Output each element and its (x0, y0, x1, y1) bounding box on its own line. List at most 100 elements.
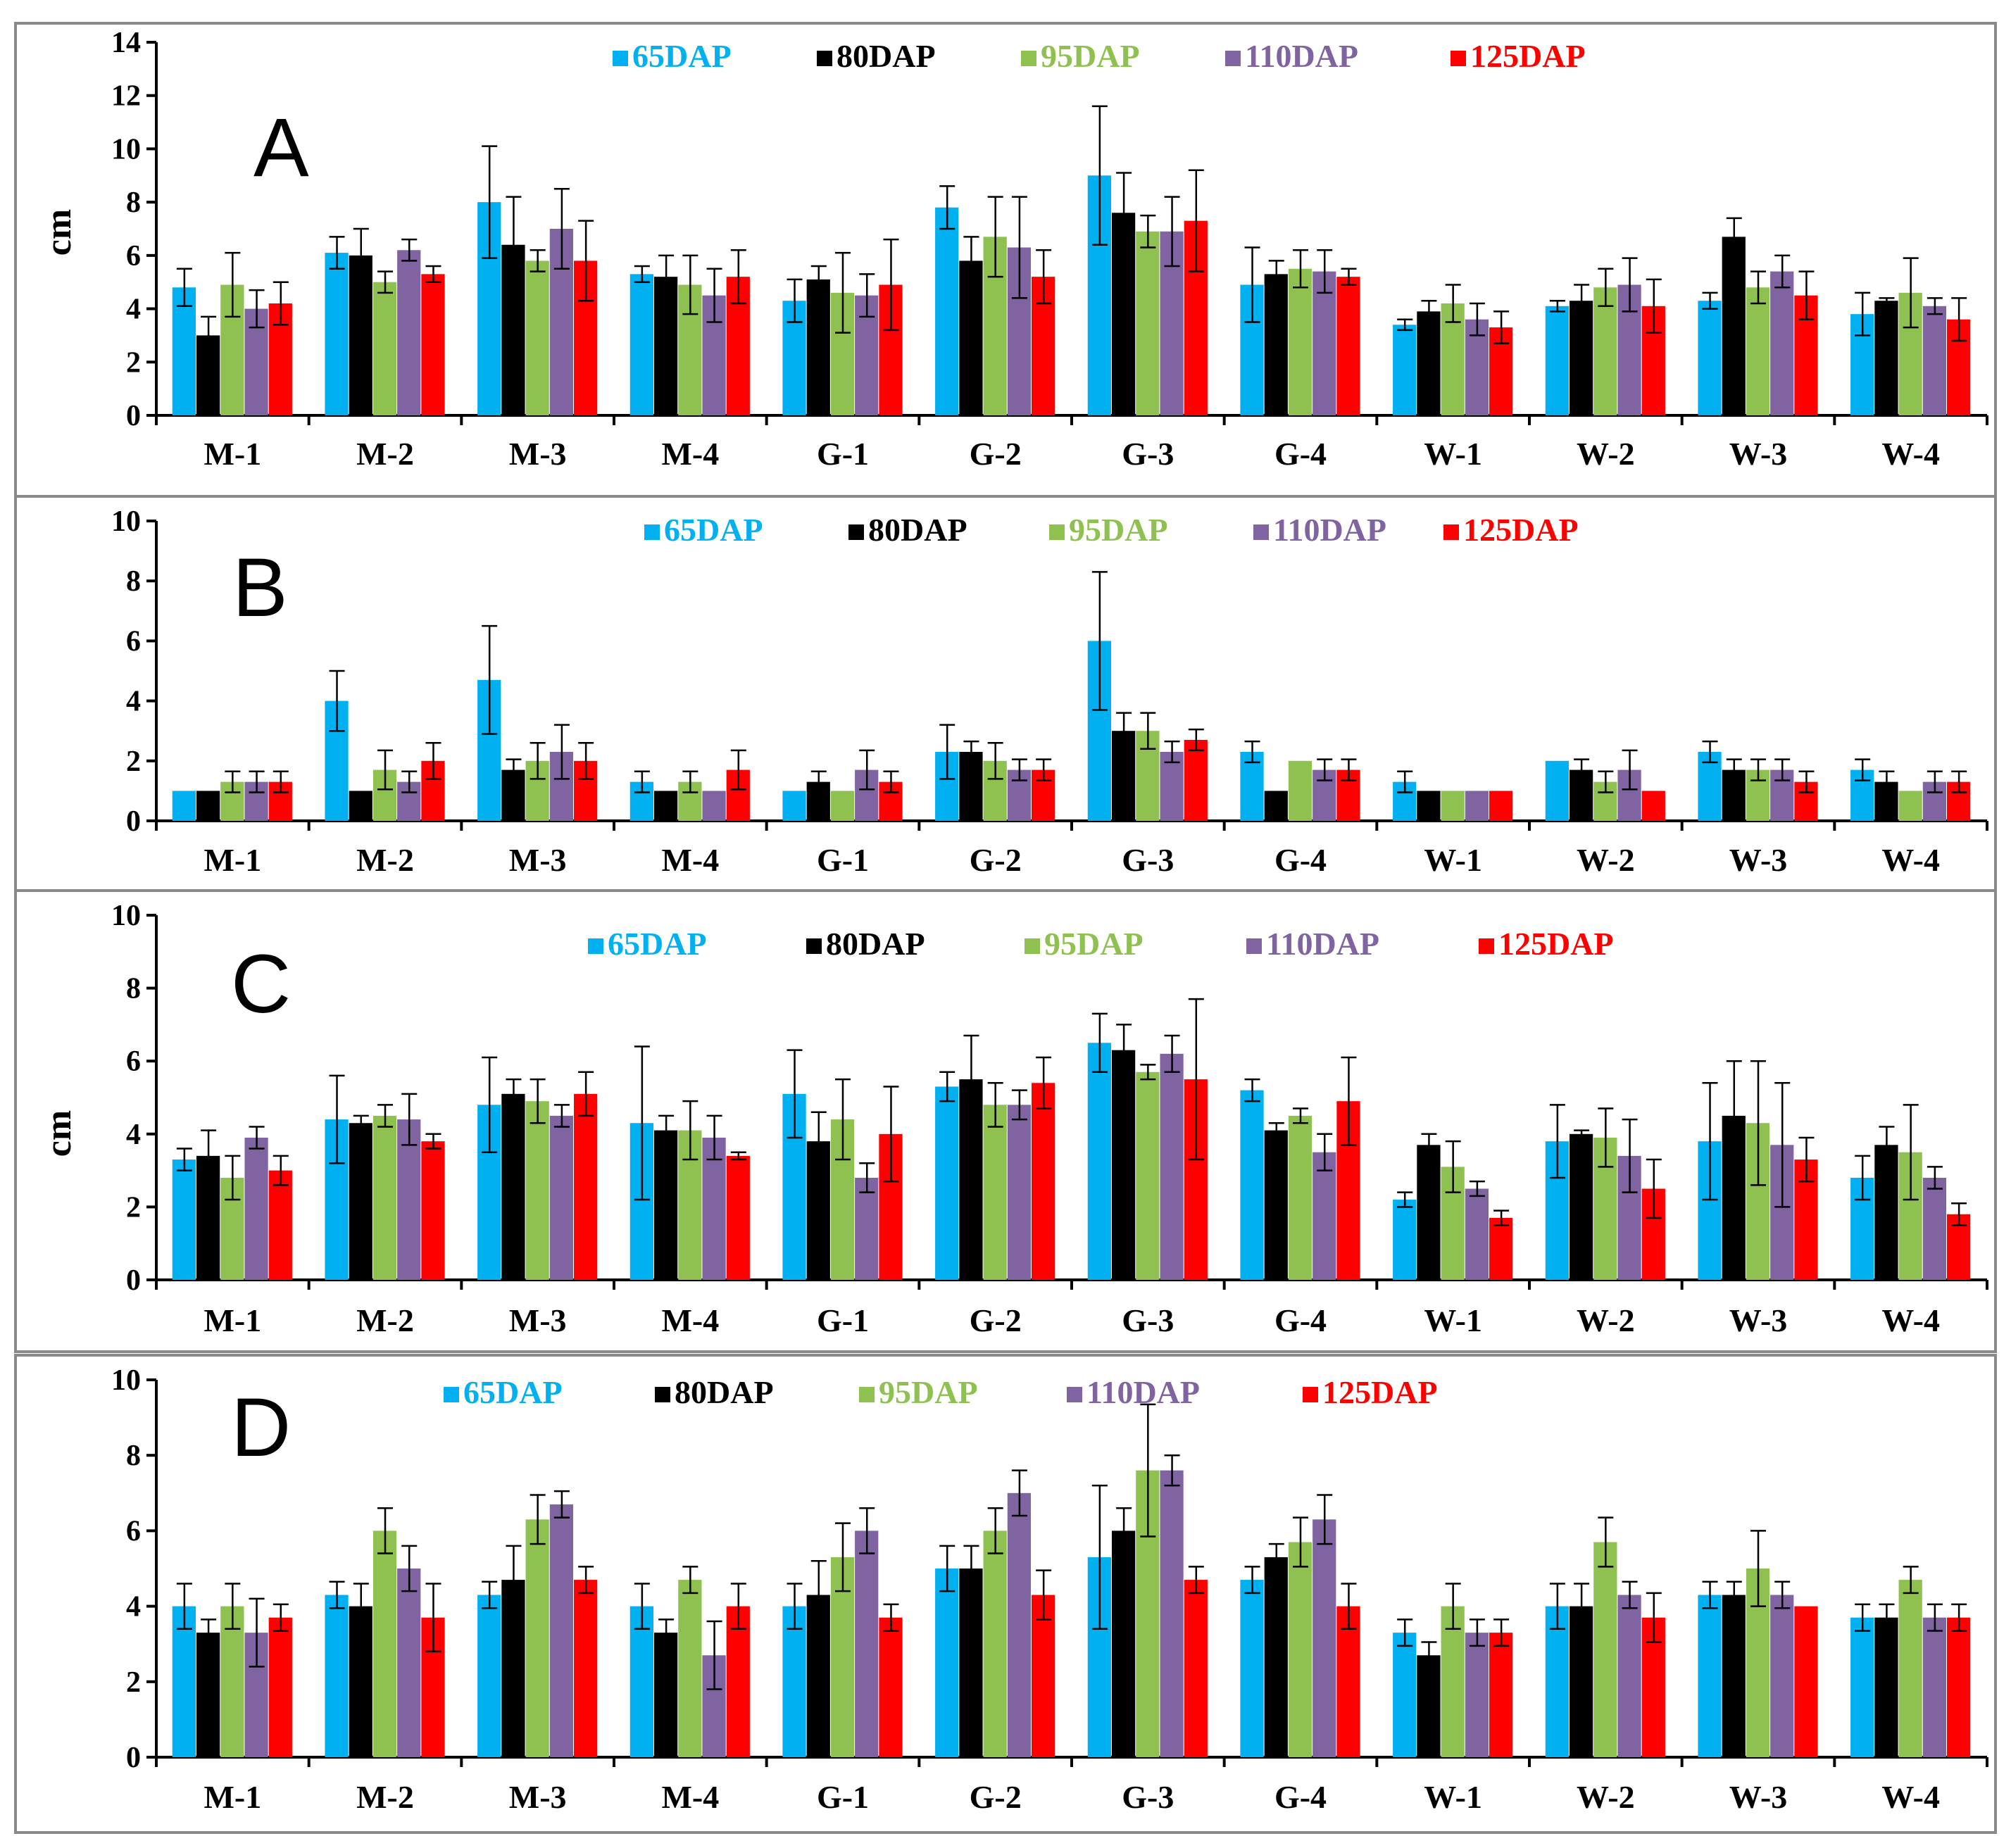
x-tick-label: M-2 (356, 842, 414, 878)
x-tick-label: M-1 (203, 1779, 261, 1815)
y-tick-label: 4 (126, 294, 141, 326)
series-125DAP (268, 1566, 1971, 1757)
x-tick-label: M-2 (356, 1779, 414, 1815)
bar (1593, 287, 1617, 415)
bar (653, 1633, 678, 1757)
bar (702, 791, 726, 821)
bar (1569, 1606, 1593, 1757)
x-tick-label: W-4 (1881, 1779, 1940, 1815)
series-80DAP (196, 712, 1898, 821)
legend-swatch (1479, 938, 1494, 954)
bar (1032, 1595, 1055, 1757)
panel-letter: B (232, 541, 288, 634)
x-tick-label: G-3 (1122, 1779, 1174, 1815)
legend-swatch (1253, 524, 1269, 540)
x-tick-label: G-2 (970, 436, 1022, 472)
bar (1288, 268, 1313, 415)
y-tick-label: 2 (126, 1191, 141, 1224)
bar (1393, 325, 1417, 415)
bar (1850, 1617, 1874, 1757)
bar (574, 1093, 598, 1280)
legend-swatch (1025, 938, 1040, 954)
x-tick-label: M-2 (356, 1302, 414, 1338)
y-tick-label: 2 (126, 746, 141, 778)
series-65DAP (172, 571, 1874, 821)
bar (172, 287, 196, 415)
bar (1489, 791, 1513, 821)
bar (501, 1093, 525, 1280)
bar (983, 1530, 1007, 1757)
bar (782, 1606, 806, 1757)
bar (372, 1530, 397, 1757)
bar (806, 279, 830, 415)
legend: 65DAP 80DAP 95DAP 110DAP 125DAP (644, 512, 1579, 548)
series-95DAP (220, 712, 1922, 821)
series-110DAP (244, 724, 1947, 821)
legend-label: 110DAP (1266, 926, 1379, 962)
bar (549, 1504, 574, 1757)
panel-D: 0 2 4 6 8 10 M-1 M-2 M-3 M-4 G-1 G-2 G-3 G-4 W-1 W-2 W-3… (14, 1354, 1997, 1834)
bar (1240, 1090, 1264, 1280)
bar (1264, 1130, 1288, 1280)
bar (1698, 301, 1722, 415)
x-tick-label: W-3 (1729, 436, 1788, 472)
x-tick-label: G-2 (970, 1302, 1022, 1338)
y-tick-label: 2 (126, 1666, 141, 1699)
y-tick-label: 8 (126, 565, 141, 598)
y-tick-label: 4 (126, 1591, 141, 1623)
panel-letter: D (231, 1381, 291, 1474)
bar (325, 1595, 349, 1757)
panel-letter: C (231, 938, 291, 1031)
bar (1874, 1617, 1898, 1757)
x-tick-label: G-4 (1274, 436, 1327, 472)
bar (1417, 1145, 1441, 1280)
bar (1160, 1470, 1184, 1757)
y-tick-label: 10 (111, 133, 141, 165)
bar (1160, 1053, 1184, 1280)
bar (244, 1137, 268, 1280)
bar (349, 1123, 372, 1280)
bar (1698, 752, 1722, 821)
bar (678, 1580, 702, 1757)
bar (1947, 1617, 1971, 1757)
legend-label: 110DAP (1086, 1374, 1200, 1410)
x-tick-label: M-1 (203, 842, 261, 878)
bar (421, 1141, 445, 1280)
legend-swatch (1451, 51, 1466, 66)
bar (268, 1170, 292, 1280)
y-tick-label: 14 (111, 27, 141, 59)
bar (1240, 1580, 1264, 1757)
series-110DAP (244, 1034, 1947, 1280)
y-axis-label: cm (39, 1110, 79, 1157)
x-tick-label: G-4 (1274, 1779, 1327, 1815)
bar (1922, 1177, 1947, 1280)
legend-swatch (1225, 51, 1241, 66)
legend-swatch (444, 1387, 459, 1402)
x-tick-label: W-3 (1729, 1302, 1788, 1338)
bar (1770, 1595, 1794, 1757)
legend-label: 125DAP (1470, 38, 1586, 74)
bar (325, 253, 349, 415)
series-125DAP (268, 728, 1971, 821)
bar (1593, 1542, 1617, 1757)
legend-swatch (1303, 1387, 1318, 1402)
series-80DAP (196, 1024, 1898, 1280)
bar (1393, 1200, 1417, 1280)
bar (726, 1155, 750, 1280)
bar (525, 260, 549, 415)
bar (830, 791, 855, 821)
bar (1136, 231, 1160, 415)
y-tick-label: 6 (126, 240, 141, 272)
bar (1770, 271, 1794, 415)
x-tick-label: W-4 (1881, 842, 1940, 878)
bar (1545, 1606, 1569, 1757)
legend-swatch (588, 938, 603, 954)
x-tick-label: G-1 (817, 1302, 869, 1338)
bar (1417, 1655, 1441, 1757)
bar (1313, 1152, 1336, 1280)
x-tick-label: G-3 (1122, 436, 1174, 472)
bar (1313, 1519, 1336, 1757)
panel-frame (14, 495, 1997, 892)
bar (1874, 1145, 1898, 1280)
